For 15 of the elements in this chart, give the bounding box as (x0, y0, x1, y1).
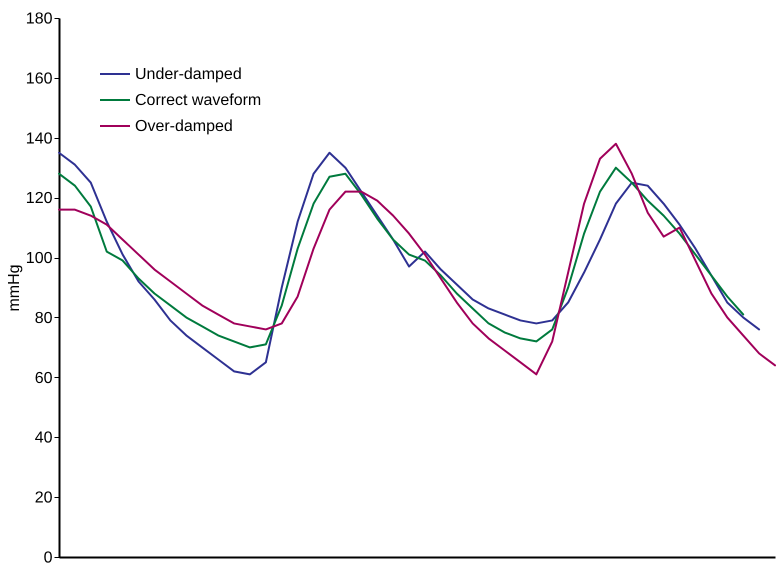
y-tick-label: 60 (34, 370, 53, 387)
legend-label: Over-damped (135, 118, 233, 135)
y-tick-label: 40 (34, 430, 53, 447)
y-tick-label: 180 (26, 10, 53, 28)
line-series (58, 166, 744, 348)
y-tick-label: 140 (26, 130, 53, 148)
y-axis-title: mmHg (6, 264, 23, 312)
y-tick-label: 20 (34, 490, 53, 507)
legend-label: Correct waveform (135, 92, 262, 109)
y-tick-label: 0 (44, 550, 53, 566)
y-tick-label: 80 (34, 310, 53, 327)
y-tick-label: 160 (26, 70, 53, 88)
y-tick-label: 100 (26, 250, 53, 268)
y-tick-label: 120 (26, 190, 53, 208)
legend-label: Under-damped (135, 66, 242, 83)
